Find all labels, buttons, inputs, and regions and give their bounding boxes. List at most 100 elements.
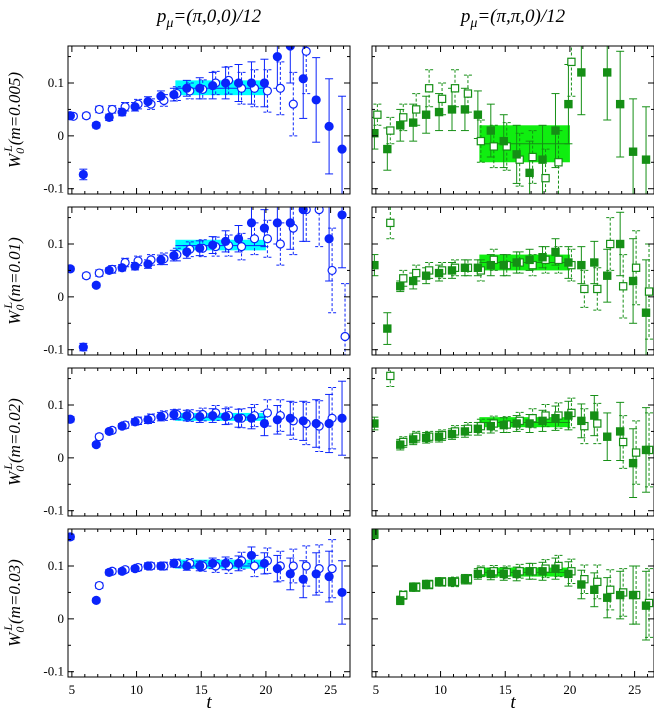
y-tick-label: 0.1 xyxy=(48,397,64,412)
open-data-point xyxy=(288,561,298,571)
filled-data-point xyxy=(117,421,127,431)
filled-data-point xyxy=(104,426,114,437)
filled-data-point xyxy=(641,601,651,610)
filled-data-point xyxy=(372,260,379,270)
filled-data-point xyxy=(512,258,521,267)
panel-r3-c1: 5 10 15 20 25 xyxy=(371,528,654,697)
filled-data-point xyxy=(512,569,521,579)
filled-data-point xyxy=(421,580,431,589)
filled-data-point xyxy=(628,590,638,600)
filled-data-point xyxy=(525,419,534,428)
filled-data-point xyxy=(473,110,483,119)
filled-data-point xyxy=(117,107,127,117)
filled-data-point xyxy=(246,218,257,228)
panel-r0-c1 xyxy=(371,45,654,195)
filled-data-point xyxy=(564,258,573,267)
filled-data-point xyxy=(577,68,586,77)
filled-data-point xyxy=(434,432,444,441)
y-tick-label: 0 xyxy=(58,289,65,304)
filled-data-point xyxy=(195,243,205,253)
panel-plot-area xyxy=(68,532,347,625)
open-data-point xyxy=(528,152,537,162)
x-tick-label: 10 xyxy=(130,682,143,697)
open-data-point xyxy=(275,239,285,249)
filled-data-point xyxy=(421,433,431,442)
open-data-point xyxy=(301,561,311,571)
y-tick-label: 0 xyxy=(58,450,65,465)
filled-data-point xyxy=(396,596,405,605)
filled-data-point xyxy=(460,427,470,436)
filled-data-point xyxy=(208,240,218,250)
open-data-point xyxy=(593,284,602,294)
filled-data-point xyxy=(311,569,321,579)
open-data-point xyxy=(288,99,298,109)
open-data-point xyxy=(606,585,615,594)
filled-data-point xyxy=(246,550,257,561)
filled-data-point xyxy=(486,569,496,579)
filled-data-point xyxy=(421,271,431,280)
panel-plot-area xyxy=(372,368,654,498)
x-tick-label: 10 xyxy=(434,682,447,697)
panel-r3-c0: -0.1 0 0.1 5 10 15 20 25 xyxy=(43,528,351,697)
filled-data-point xyxy=(421,110,431,119)
filled-data-point xyxy=(615,239,625,249)
y-axis-label: W0L(m=0.03) xyxy=(1,559,27,647)
filled-data-point xyxy=(259,223,270,233)
column-titles: pμ=(π,0,0)/12 pμ=(π,π,0)/12 xyxy=(155,6,566,31)
x-tick-label: 25 xyxy=(324,682,337,697)
filled-data-point xyxy=(285,413,295,423)
filled-data-point xyxy=(499,420,508,430)
column-title: pμ=(π,π,0)/12 xyxy=(459,6,566,31)
filled-data-point xyxy=(525,255,534,265)
open-data-point xyxy=(327,265,337,276)
filled-data-point xyxy=(447,577,457,587)
open-data-point xyxy=(94,104,104,115)
filled-data-point xyxy=(91,595,101,605)
filled-data-point xyxy=(169,558,179,568)
filled-data-point xyxy=(434,268,444,278)
filled-data-point xyxy=(460,263,470,272)
filled-data-point xyxy=(130,102,140,112)
open-data-point xyxy=(437,94,447,104)
filled-point-errorbar xyxy=(286,46,295,84)
open-data-point xyxy=(489,142,499,151)
filled-data-point xyxy=(156,561,166,571)
panel-plot-area xyxy=(68,46,347,194)
filled-data-point xyxy=(383,324,392,333)
open-data-point xyxy=(81,271,91,281)
open-data-point xyxy=(301,46,311,56)
filled-data-point xyxy=(156,255,166,265)
y-tick-label: 0.1 xyxy=(48,558,64,573)
open-data-point xyxy=(399,274,408,283)
filled-data-point xyxy=(499,136,508,146)
x-tick-label: 15 xyxy=(499,682,512,697)
filled-data-point xyxy=(641,445,651,455)
y-axis-label: W0L(m=0.01) xyxy=(1,237,27,325)
y-tick-label: 0 xyxy=(58,611,65,626)
panel-plot-area xyxy=(372,207,654,355)
filled-data-point xyxy=(603,68,612,77)
open-data-point xyxy=(107,104,117,115)
filled-data-point xyxy=(221,78,231,88)
filled-data-point xyxy=(117,566,127,576)
open-data-point xyxy=(567,57,576,67)
y-axis-label: W0L(m=0.005) xyxy=(1,72,27,169)
filled-data-point xyxy=(298,416,308,426)
panel-frame xyxy=(67,206,351,356)
filled-data-point xyxy=(143,415,153,425)
filled-data-point xyxy=(590,585,599,594)
filled-data-point xyxy=(182,83,192,93)
filled-data-point xyxy=(221,412,231,422)
panel-r0-c0: -0.1 0 0.1 xyxy=(43,45,351,196)
filled-data-point xyxy=(259,558,270,568)
filled-data-point xyxy=(233,78,244,88)
open-data-point xyxy=(631,263,641,272)
filled-data-point xyxy=(447,105,457,114)
open-data-point xyxy=(340,331,350,342)
filled-data-point xyxy=(628,147,638,156)
open-data-point xyxy=(236,242,247,252)
filled-data-point xyxy=(285,569,295,579)
filled-data-point xyxy=(298,574,308,584)
filled-data-point xyxy=(551,564,560,573)
